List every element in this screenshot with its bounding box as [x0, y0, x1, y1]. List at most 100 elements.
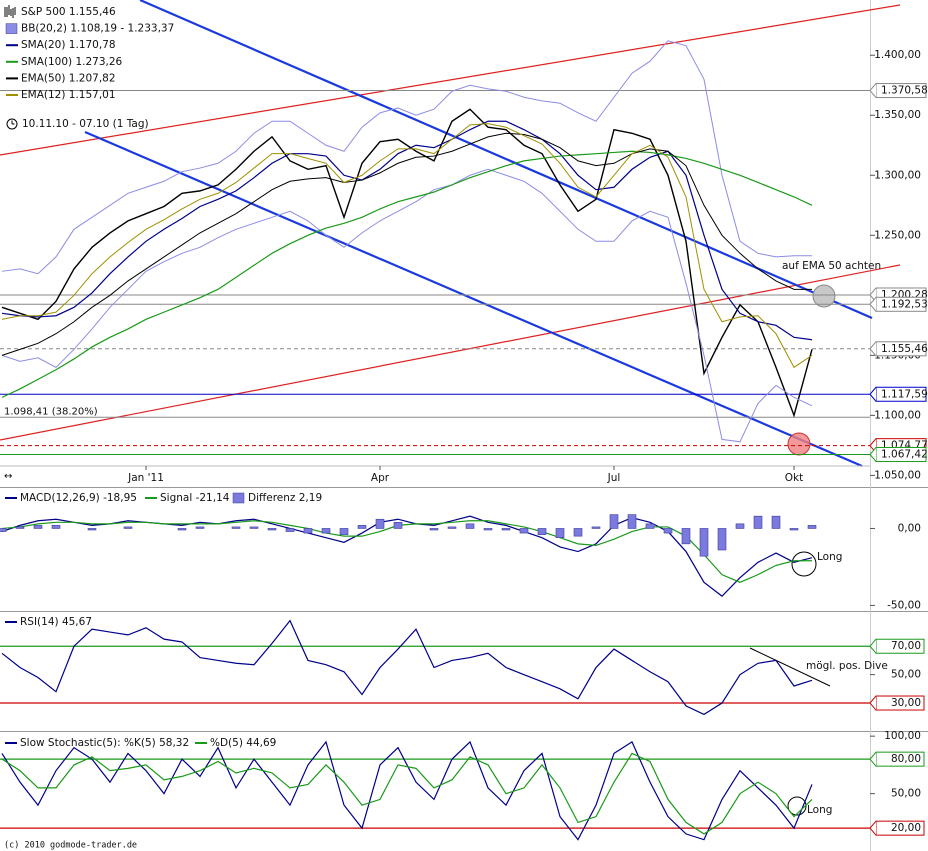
- marker-circle: [787, 432, 811, 456]
- level-label: 1.155,46: [881, 343, 928, 355]
- histogram-bar: [195, 526, 205, 529]
- histogram-bar: [0, 528, 7, 532]
- series-line: [1, 619, 813, 716]
- histogram-bar: [483, 528, 493, 531]
- level-box-arrow: [869, 296, 877, 312]
- series-line: [1, 168, 813, 443]
- histogram-bar: [303, 528, 313, 534]
- histogram-bar: [177, 528, 187, 531]
- x-tick-label: Jan '11: [127, 472, 164, 484]
- series-line: [1, 120, 813, 341]
- histogram-bar: [645, 523, 655, 529]
- y-tick-label: 1.350,00: [874, 109, 921, 121]
- y-tick-label: 50,00: [891, 788, 921, 800]
- fib-label: 1.098,41 (38.20%): [4, 406, 98, 417]
- y-tick-label: 1.250,00: [874, 229, 921, 241]
- scroll-arrow: ↔: [4, 471, 12, 482]
- level-box-arrow: [869, 447, 877, 462]
- histogram-bar: [555, 528, 565, 538]
- legend-label: Differenz 2,19: [248, 492, 322, 504]
- tick-box-arrow: [869, 751, 877, 767]
- x-tick-label: Okt: [785, 472, 803, 484]
- legend-label: SMA(100) 1.273,26: [21, 56, 123, 68]
- series-line: [1, 40, 812, 275]
- y-tick-label: 1.400,00: [874, 49, 921, 61]
- x-tick-label: Jul: [607, 472, 621, 484]
- histogram-bar: [735, 523, 745, 529]
- histogram-bar: [609, 514, 619, 529]
- y-tick-label: 1.300,00: [874, 169, 921, 181]
- histogram-bar: [789, 528, 799, 531]
- histogram-bar: [375, 518, 385, 529]
- series-line: [1, 740, 813, 841]
- trend-line: [749, 647, 831, 687]
- series-line: [1, 150, 813, 398]
- annotation: mögl. pos. Dive: [806, 660, 888, 672]
- histogram-bar: [429, 528, 439, 531]
- annotation: Long: [817, 551, 842, 563]
- histogram-bar: [591, 526, 601, 529]
- histogram-bar: [699, 528, 709, 557]
- level-label: 1.067,42: [881, 448, 928, 460]
- histogram-bar: [681, 528, 691, 545]
- histogram-bar: [717, 528, 727, 551]
- trend-line: [139, 0, 873, 320]
- level-box-arrow: [869, 341, 877, 357]
- histogram-bar: [267, 528, 277, 531]
- histogram-bar: [627, 514, 637, 529]
- series-line: [1, 132, 812, 356]
- subtitle: 10.11.10 - 07.10 (1 Tag): [22, 118, 149, 130]
- y-tick-label: 20,00: [891, 822, 921, 834]
- marker-circle: [787, 796, 807, 816]
- y-tick-label: 100,00: [884, 730, 921, 742]
- x-tick-label: Apr: [371, 472, 390, 484]
- tick-box-arrow: [869, 638, 877, 654]
- histogram-bar: [465, 523, 475, 529]
- level-box-arrow: [869, 83, 877, 98]
- histogram-bar: [753, 515, 763, 529]
- legend-label: MACD(12,26,9) -18,95: [20, 492, 137, 504]
- legend-swatch: [5, 23, 18, 34]
- legend-label: Slow Stochastic(5): %K(5) 58,32: [20, 737, 189, 749]
- legend-swatch: [232, 492, 245, 504]
- histogram-bar: [519, 528, 529, 534]
- y-tick-label: 30,00: [891, 697, 921, 709]
- marker-circle: [791, 551, 817, 577]
- legend-label: EMA(12) 1.157,01: [21, 89, 116, 101]
- annotation: Long: [807, 804, 832, 816]
- y-tick-label: 80,00: [891, 753, 921, 765]
- histogram-bar: [231, 526, 241, 529]
- tick-box-arrow: [869, 820, 877, 836]
- legend-label: S&P 500 1.155,46: [21, 6, 116, 18]
- level-label: 1.117,59: [881, 388, 928, 400]
- trend-line: [0, 4, 901, 156]
- annotation: auf EMA 50 achten: [782, 260, 881, 272]
- histogram-bar: [87, 528, 97, 531]
- y-tick-label: 1.100,00: [874, 409, 921, 421]
- chart-icon: [4, 5, 14, 18]
- histogram-bar: [33, 525, 43, 529]
- series-line: [1, 520, 812, 583]
- histogram-bar: [357, 525, 367, 529]
- legend-label: RSI(14) 45,67: [20, 616, 92, 628]
- series-line: [1, 123, 813, 369]
- histogram-bar: [573, 528, 583, 537]
- tick-box-arrow: [869, 695, 877, 711]
- legend-label: BB(20,2) 1.108,19 - 1.233,37: [21, 23, 174, 35]
- histogram-bar: [123, 526, 133, 529]
- y-tick-label: 70,00: [891, 640, 921, 652]
- level-label: 1.192,53: [881, 298, 928, 310]
- histogram-bar: [663, 528, 673, 534]
- histogram-bar: [501, 528, 511, 531]
- legend-label: %D(5) 44,69: [210, 737, 276, 749]
- histogram-bar: [249, 526, 259, 529]
- histogram-bar: [285, 528, 295, 532]
- level-label: 1.370,58: [881, 85, 928, 97]
- y-tick-label: -50,00: [887, 599, 921, 611]
- trend-line: [84, 130, 863, 468]
- histogram-bar: [51, 525, 61, 529]
- trend-line: [0, 264, 901, 441]
- histogram-bar: [447, 526, 457, 529]
- histogram-bar: [771, 515, 781, 529]
